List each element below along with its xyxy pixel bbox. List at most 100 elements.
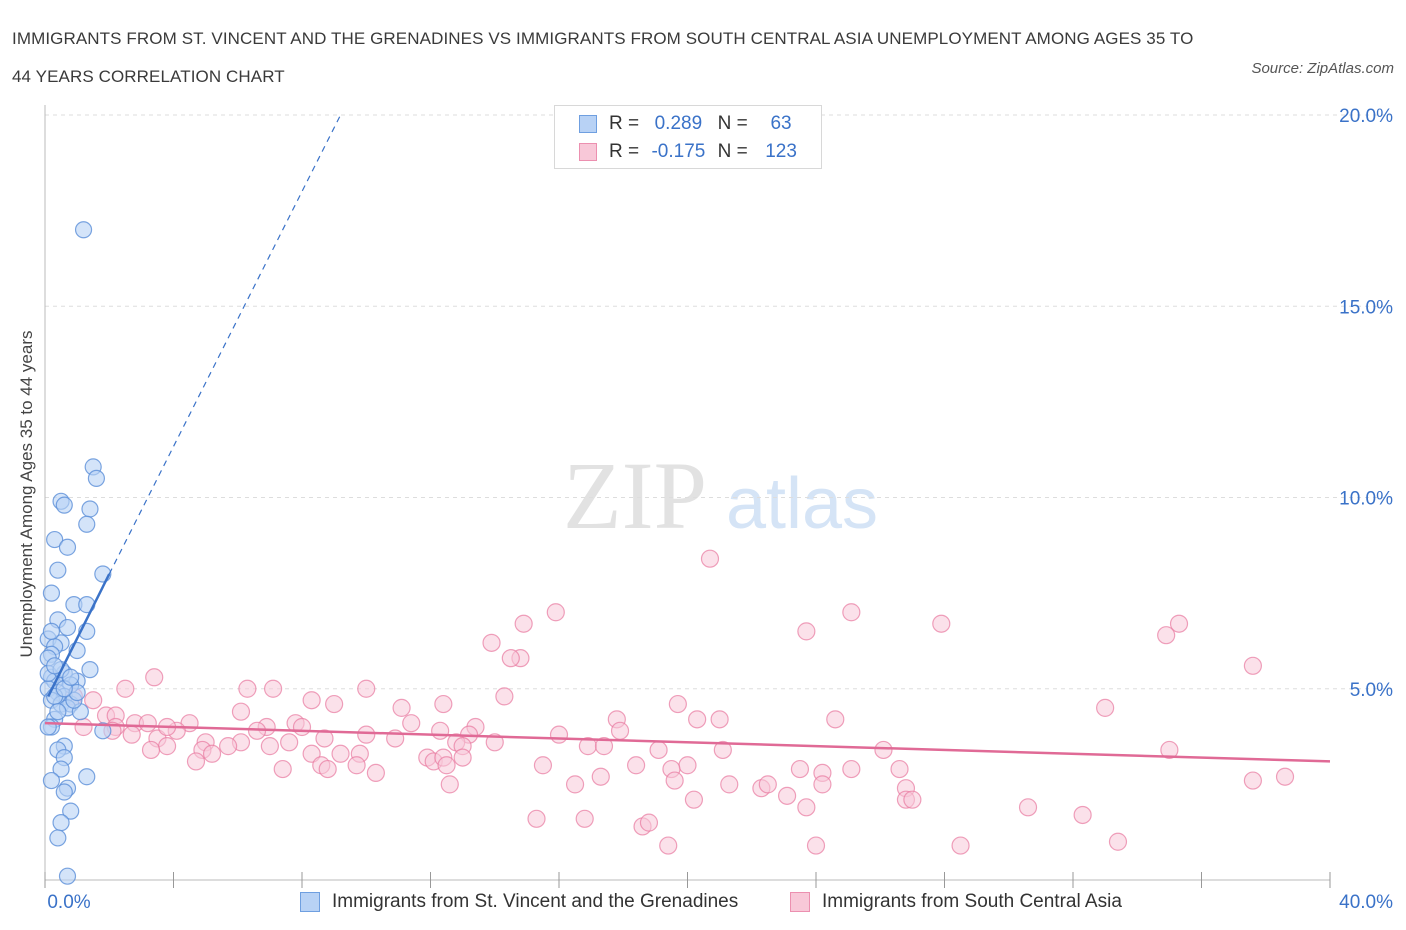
data-point — [202, 744, 222, 763]
correlation-legend: R = 0.289 N = 63 R = -0.175 N = 123 — [554, 105, 822, 169]
x-tick-label-max: 40.0% — [1339, 892, 1393, 913]
data-point — [186, 752, 206, 771]
data-point — [806, 836, 826, 855]
data-point — [758, 775, 777, 794]
data-point — [649, 740, 668, 760]
data-point — [1243, 656, 1263, 675]
data-point — [238, 679, 257, 698]
axes — [44, 105, 1331, 888]
data-point — [549, 725, 569, 744]
source-credit: Source: ZipAtlas.com — [1251, 60, 1394, 77]
data-point — [331, 744, 350, 763]
n-label: N = — [717, 113, 748, 134]
y-tick-label: 15.0% — [1339, 297, 1393, 318]
data-point — [366, 763, 385, 783]
data-point — [325, 694, 344, 714]
data-point — [138, 714, 157, 733]
data-point — [527, 809, 546, 828]
data-point — [713, 740, 732, 760]
legend-swatch-blue — [579, 114, 597, 133]
data-point — [78, 768, 96, 786]
data-point — [626, 756, 646, 775]
data-point — [157, 737, 177, 756]
data-point — [74, 221, 93, 239]
data-point — [402, 714, 421, 733]
data-point — [790, 759, 810, 779]
data-point — [437, 756, 456, 775]
data-point — [1275, 767, 1295, 786]
data-point — [357, 679, 376, 698]
y-tick-labels: 5.0% 10.0% 15.0% 20.0% — [1339, 106, 1393, 701]
data-point — [1018, 798, 1038, 817]
chart-title: IMMIGRANTS FROM ST. VINCENT AND THE GREN… — [12, 29, 1194, 86]
x-tick-labels: 0.0% 40.0% — [47, 892, 1393, 913]
data-point — [74, 717, 93, 737]
data-point — [485, 733, 504, 752]
data-point — [546, 603, 565, 622]
data-point — [813, 775, 832, 794]
trend-lines — [44, 114, 1331, 763]
data-point — [1243, 771, 1263, 790]
watermark-zip: ZIP — [563, 442, 707, 549]
data-point — [315, 729, 334, 748]
legend-swatch-pink — [579, 142, 597, 161]
data-point — [81, 661, 99, 679]
data-point — [42, 622, 61, 640]
watermark: ZIP atlas — [563, 442, 878, 549]
trend-line-pink — [44, 721, 1331, 763]
data-point — [684, 790, 704, 809]
data-point — [357, 725, 376, 744]
data-point — [52, 814, 70, 832]
data-point — [116, 679, 135, 698]
data-point — [874, 740, 893, 760]
legend-swatch-pink — [790, 891, 810, 912]
r-value: 0.289 — [654, 113, 703, 134]
y-tick-label: 5.0% — [1350, 680, 1393, 701]
data-point — [1073, 805, 1092, 825]
data-point — [1160, 740, 1179, 760]
data-point — [453, 748, 472, 767]
legend-item-st-vincent: Immigrants from St. Vincent and the Gren… — [300, 888, 738, 916]
data-point — [710, 710, 729, 729]
data-point — [668, 694, 687, 714]
data-point — [932, 614, 951, 633]
data-point — [302, 691, 321, 710]
data-point — [591, 767, 610, 786]
data-point — [141, 740, 161, 760]
data-point — [951, 836, 970, 855]
data-point — [263, 679, 283, 698]
data-point — [610, 721, 630, 740]
data-point — [826, 710, 845, 729]
data-point — [62, 668, 80, 686]
data-point — [594, 737, 614, 756]
data-point — [87, 469, 106, 487]
data-point — [78, 515, 96, 533]
r-label: R = — [609, 141, 640, 162]
data-point — [292, 717, 312, 737]
series-south-central-asia — [64, 549, 1295, 855]
data-point — [659, 836, 678, 855]
data-point — [501, 649, 520, 668]
data-point — [39, 718, 57, 736]
data-point — [58, 538, 77, 556]
data-point — [260, 737, 279, 756]
data-point — [890, 759, 909, 779]
y-tick-label: 20.0% — [1339, 106, 1393, 127]
data-point — [797, 622, 816, 641]
trend-line-blue — [47, 573, 111, 697]
r-value: -0.175 — [651, 141, 706, 162]
data-point — [1169, 614, 1189, 633]
data-point — [55, 783, 73, 801]
data-point — [565, 775, 585, 794]
y-tick-label: 10.0% — [1339, 489, 1393, 510]
data-point — [575, 809, 594, 828]
data-point — [495, 687, 514, 706]
series-legend: Immigrants from St. Vincent and the Gren… — [0, 888, 1406, 916]
data-point — [842, 759, 861, 779]
data-point — [533, 756, 553, 775]
data-point — [49, 703, 67, 721]
data-point — [434, 694, 453, 714]
data-point — [122, 725, 141, 744]
data-point — [145, 668, 164, 687]
legend-label: Immigrants from South Central Asia — [822, 891, 1122, 912]
